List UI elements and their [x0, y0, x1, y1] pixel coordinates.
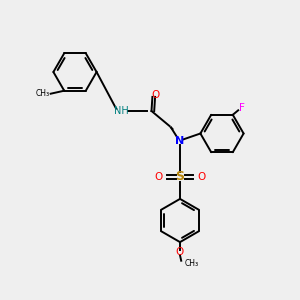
Text: O: O — [154, 172, 163, 182]
Text: NH: NH — [114, 106, 129, 116]
Text: O: O — [176, 247, 184, 257]
Text: N: N — [176, 136, 184, 146]
Text: S: S — [176, 170, 184, 184]
Text: O: O — [152, 89, 160, 100]
Text: CH₃: CH₃ — [35, 89, 50, 98]
Text: CH₃: CH₃ — [185, 259, 199, 268]
Text: F: F — [239, 103, 245, 113]
Text: O: O — [197, 172, 206, 182]
